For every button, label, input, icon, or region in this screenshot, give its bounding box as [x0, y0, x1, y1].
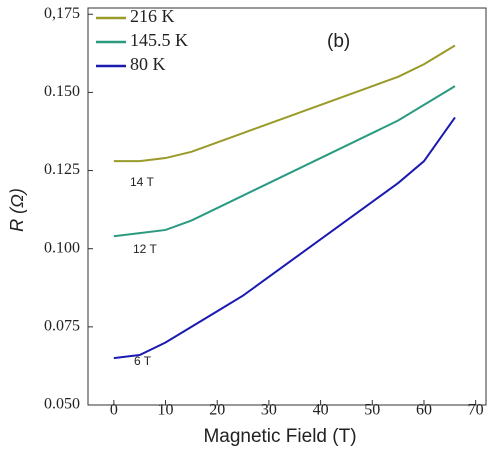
legend-label: 216 K [130, 6, 175, 26]
line-series [113, 85, 456, 238]
legend-label: 80 K [130, 54, 166, 74]
legend-label: 145.5 K [130, 30, 188, 50]
annotation: 14 T [130, 175, 154, 189]
x-tick-label: 60 [416, 402, 432, 419]
y-tick-label: 0.050 [44, 396, 80, 413]
annotation: 12 T [133, 242, 157, 256]
x-tick-label: 0 [110, 402, 118, 419]
x-tick-label: 20 [209, 402, 225, 419]
line-series [113, 44, 456, 163]
x-tick-label: 50 [364, 402, 380, 419]
x-tick-label: 40 [313, 402, 329, 419]
y-axis-label: R (Ω) [7, 188, 27, 232]
x-tick-label: 10 [158, 402, 174, 419]
line-series [113, 116, 456, 360]
annotation: 6 T [134, 354, 152, 368]
y-tick-label: 0.150 [44, 83, 80, 100]
y-tick-label: 0.125 [44, 161, 80, 178]
y-tick-label: 0,175 [44, 5, 80, 22]
x-tick-label: 70 [468, 402, 484, 419]
y-tick-label: 0.100 [44, 239, 80, 256]
plot-frame [87, 7, 487, 406]
x-axis-label: Magnetic Field (T) [203, 426, 356, 447]
x-tick-label: 30 [261, 402, 277, 419]
y-tick-label: 0.075 [44, 318, 80, 335]
annotation: (b) [327, 31, 350, 52]
